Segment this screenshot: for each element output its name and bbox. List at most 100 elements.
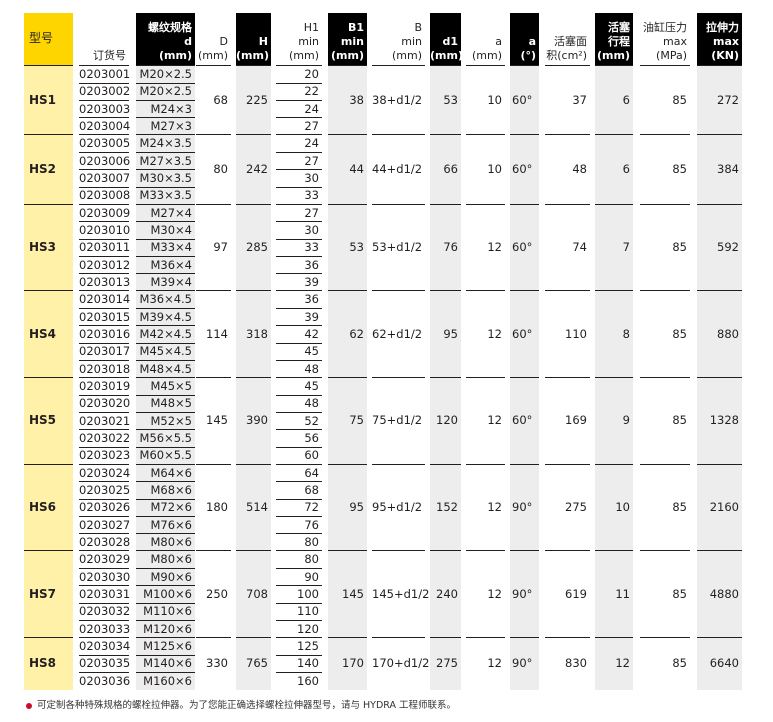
group-divider bbox=[196, 550, 231, 552]
group-divider bbox=[372, 203, 425, 205]
row-divider bbox=[79, 238, 129, 240]
group-divider bbox=[328, 550, 367, 552]
row-divider bbox=[136, 82, 195, 84]
cell-order-no: 0203024 bbox=[79, 465, 131, 480]
cell-H1: 24 bbox=[304, 101, 319, 116]
cell-H: 708 bbox=[246, 586, 268, 601]
column-bg-a-deg bbox=[510, 66, 539, 690]
cell-model: HS1 bbox=[29, 92, 57, 107]
row-divider bbox=[136, 221, 195, 223]
group-divider bbox=[276, 463, 322, 465]
header-line: (mm) bbox=[159, 49, 192, 62]
cell-a-mm: 12 bbox=[487, 499, 502, 514]
cell-thread: M45×4.5 bbox=[139, 344, 192, 359]
cell-thread: M27×3 bbox=[150, 118, 192, 133]
header-line: D bbox=[219, 35, 228, 48]
row-divider bbox=[79, 481, 129, 483]
group-divider bbox=[328, 290, 367, 292]
row-divider bbox=[79, 568, 129, 570]
group-divider bbox=[328, 463, 367, 465]
header-line: (°) bbox=[520, 49, 536, 62]
row-divider bbox=[276, 221, 322, 223]
cell-thread: M33×4 bbox=[150, 240, 192, 255]
cell-force: 6640 bbox=[709, 655, 739, 670]
cell-force: 1328 bbox=[709, 413, 739, 428]
cell-B1: 38 bbox=[349, 92, 364, 107]
cell-piston-area: 169 bbox=[565, 413, 587, 428]
row-divider bbox=[136, 533, 195, 535]
group-divider bbox=[640, 65, 690, 66]
cell-H: 390 bbox=[246, 413, 268, 428]
group-divider bbox=[24, 550, 73, 552]
row-divider bbox=[276, 238, 322, 240]
header-a-deg: a (°) bbox=[510, 13, 539, 65]
header-order-no: 订货号 bbox=[79, 13, 129, 65]
cell-H1: 140 bbox=[297, 656, 319, 671]
cell-order-no: 0203003 bbox=[79, 101, 131, 116]
header-line: d1 bbox=[442, 35, 458, 48]
cell-H: 242 bbox=[246, 161, 268, 176]
cell-H: 318 bbox=[246, 326, 268, 341]
group-divider bbox=[545, 65, 590, 66]
cell-order-no: 0203032 bbox=[79, 604, 131, 619]
group-divider bbox=[136, 203, 195, 205]
cell-force: 592 bbox=[717, 239, 739, 254]
group-divider bbox=[372, 134, 425, 136]
cell-d1: 95 bbox=[443, 326, 458, 341]
row-divider bbox=[136, 308, 195, 310]
group-divider bbox=[79, 376, 129, 378]
cell-stroke: 6 bbox=[622, 92, 630, 107]
group-divider bbox=[276, 65, 322, 66]
cell-H1: 80 bbox=[304, 534, 319, 549]
cell-B: 95+d1/2 bbox=[372, 499, 423, 514]
group-divider bbox=[328, 636, 367, 638]
group-divider bbox=[372, 376, 425, 378]
cell-order-no: 0203018 bbox=[79, 361, 131, 376]
header-line: (KN) bbox=[711, 49, 739, 62]
footnote-text: 可定制各种特殊规格的螺栓拉伸器。为了您能正确选择螺栓拉伸器型号，请与 HYDRA… bbox=[37, 700, 457, 711]
header-line: min bbox=[340, 35, 364, 48]
cell-H1: 48 bbox=[304, 396, 319, 411]
cell-order-no: 0203025 bbox=[79, 482, 131, 497]
group-divider bbox=[236, 290, 271, 292]
group-divider bbox=[430, 463, 461, 465]
row-divider bbox=[276, 360, 322, 362]
group-divider bbox=[24, 134, 73, 136]
cell-force: 880 bbox=[717, 326, 739, 341]
row-divider bbox=[136, 325, 195, 327]
row-divider bbox=[79, 446, 129, 448]
group-divider bbox=[236, 203, 271, 205]
row-divider bbox=[136, 100, 195, 102]
column-bg-stroke bbox=[595, 66, 633, 690]
header-line: min bbox=[401, 35, 422, 48]
header-line: 活塞 bbox=[608, 21, 630, 34]
cell-H: 514 bbox=[246, 499, 268, 514]
row-divider bbox=[136, 256, 195, 258]
row-divider bbox=[276, 533, 322, 535]
cell-D: 114 bbox=[206, 326, 228, 341]
group-divider bbox=[466, 550, 505, 552]
cell-B1: 95 bbox=[349, 499, 364, 514]
group-divider bbox=[466, 376, 505, 378]
cell-d1: 76 bbox=[443, 239, 458, 254]
cell-order-no: 0203028 bbox=[79, 534, 131, 549]
cell-order-no: 0203010 bbox=[79, 222, 131, 237]
header-line: d bbox=[184, 35, 192, 48]
group-divider bbox=[196, 290, 231, 292]
row-divider bbox=[136, 654, 195, 656]
group-divider bbox=[136, 550, 195, 552]
cell-model: HS3 bbox=[29, 239, 57, 254]
cell-H1: 48 bbox=[304, 361, 319, 376]
cell-H1: 56 bbox=[304, 430, 319, 445]
row-divider bbox=[79, 602, 129, 604]
row-divider bbox=[79, 82, 129, 84]
cell-thread: M48×5 bbox=[150, 396, 192, 411]
row-divider bbox=[136, 394, 195, 396]
row-divider bbox=[276, 308, 322, 310]
cell-d1: 53 bbox=[443, 92, 458, 107]
cell-thread: M100×6 bbox=[143, 586, 192, 601]
row-divider bbox=[79, 100, 129, 102]
row-divider bbox=[79, 186, 129, 188]
group-divider bbox=[136, 65, 195, 66]
group-divider bbox=[79, 636, 129, 638]
